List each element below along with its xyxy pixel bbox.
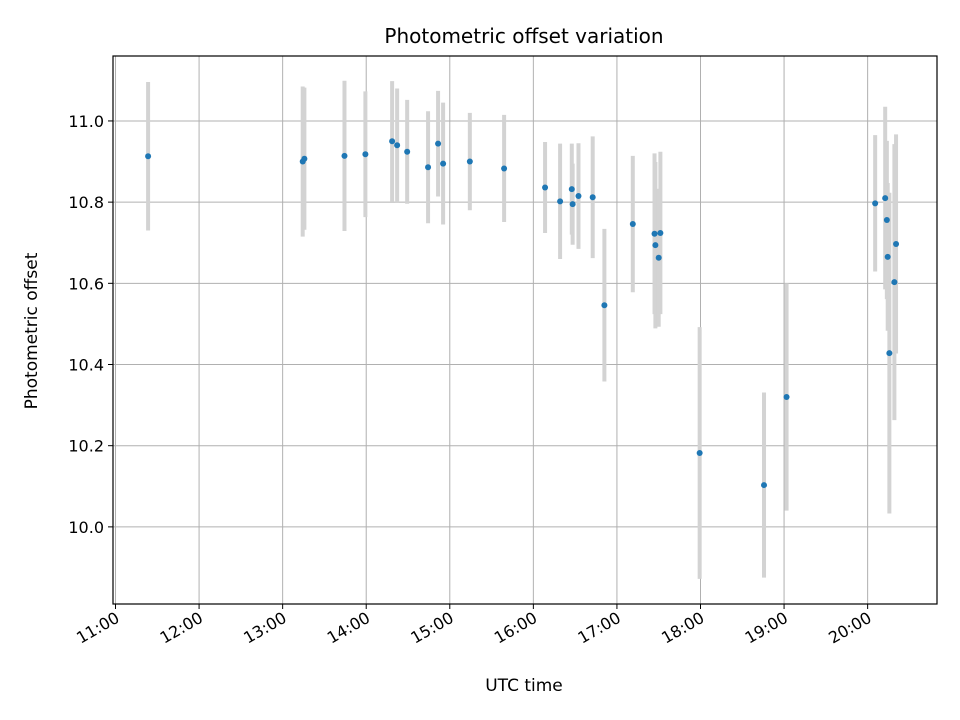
- data-point: [440, 160, 447, 167]
- data-point: [761, 482, 768, 489]
- data-point: [389, 138, 396, 145]
- y-tick-label: 10.4: [68, 356, 104, 375]
- y-tick-label: 10.6: [68, 274, 104, 293]
- data-point: [696, 449, 703, 456]
- data-point: [569, 201, 576, 208]
- data-point: [501, 165, 508, 172]
- data-point: [568, 186, 575, 193]
- data-point: [542, 184, 549, 191]
- y-tick-label: 10.0: [68, 518, 104, 537]
- y-tick-label: 10.2: [68, 437, 104, 456]
- data-point: [601, 302, 608, 309]
- data-point: [652, 242, 659, 249]
- data-point: [557, 198, 564, 205]
- y-axis-ticks: 10.0 10.2 10.4 10.6 10.8 11.0: [68, 112, 113, 537]
- data-point: [655, 254, 662, 261]
- data-point: [394, 142, 401, 149]
- data-point: [883, 216, 890, 223]
- data-point: [893, 240, 900, 247]
- data-point: [341, 152, 348, 159]
- data-point: [657, 229, 664, 236]
- x-axis-label: UTC time: [485, 676, 563, 696]
- data-point: [145, 153, 152, 160]
- data-point: [629, 221, 636, 228]
- data-point: [362, 151, 369, 158]
- data-point: [783, 393, 790, 400]
- data-point: [891, 279, 898, 286]
- data-point: [872, 200, 879, 207]
- y-tick-label: 10.8: [68, 193, 104, 212]
- data-point: [404, 148, 411, 155]
- data-point: [425, 164, 432, 171]
- gridlines: [113, 56, 937, 604]
- data-point: [575, 193, 582, 200]
- data-point: [466, 158, 473, 165]
- data-point: [882, 195, 889, 202]
- data-point: [884, 253, 891, 260]
- data-point: [651, 230, 658, 237]
- data-point: [886, 350, 893, 357]
- data-point: [435, 140, 442, 147]
- data-markers: [145, 138, 900, 489]
- y-tick-label: 11.0: [68, 112, 104, 131]
- data-point: [301, 155, 308, 162]
- plot-frame: [112, 55, 938, 605]
- y-axis-label: Photometric offset: [22, 252, 42, 409]
- data-point: [589, 194, 596, 201]
- chart-title: Photometric offset variation: [384, 24, 663, 48]
